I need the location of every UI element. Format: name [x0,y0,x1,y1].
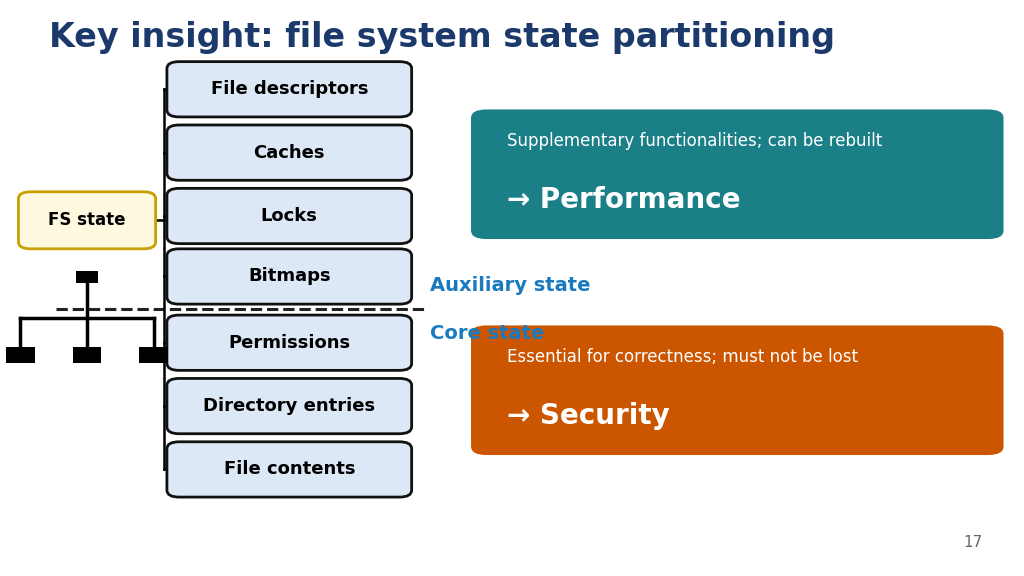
FancyBboxPatch shape [18,192,156,249]
Text: → Security: → Security [507,402,670,430]
Text: Supplementary functionalities; can be rebuilt: Supplementary functionalities; can be re… [507,132,882,150]
Text: Essential for correctness; must not be lost: Essential for correctness; must not be l… [507,348,858,366]
FancyBboxPatch shape [167,125,412,180]
Text: Locks: Locks [261,207,317,225]
Text: Key insight: file system state partitioning: Key insight: file system state partition… [49,21,836,54]
Bar [73,347,101,363]
FancyBboxPatch shape [167,62,412,117]
Text: → Performance: → Performance [507,186,740,214]
Text: Auxiliary state: Auxiliary state [430,276,591,295]
Bar [139,347,168,363]
FancyBboxPatch shape [471,325,1004,455]
Text: FS state: FS state [48,211,126,229]
FancyBboxPatch shape [167,249,412,304]
FancyBboxPatch shape [167,378,412,434]
FancyBboxPatch shape [167,188,412,244]
Text: Permissions: Permissions [228,334,350,352]
Text: Bitmaps: Bitmaps [248,267,331,286]
Text: Core state: Core state [430,324,545,343]
Bar [76,271,98,283]
FancyBboxPatch shape [167,315,412,370]
Text: 17: 17 [964,535,983,550]
Bar [6,347,35,363]
FancyBboxPatch shape [471,109,1004,239]
Text: Directory entries: Directory entries [203,397,376,415]
Text: Caches: Caches [254,143,325,162]
Text: File descriptors: File descriptors [211,80,368,98]
FancyBboxPatch shape [167,442,412,497]
Text: File contents: File contents [223,460,355,479]
